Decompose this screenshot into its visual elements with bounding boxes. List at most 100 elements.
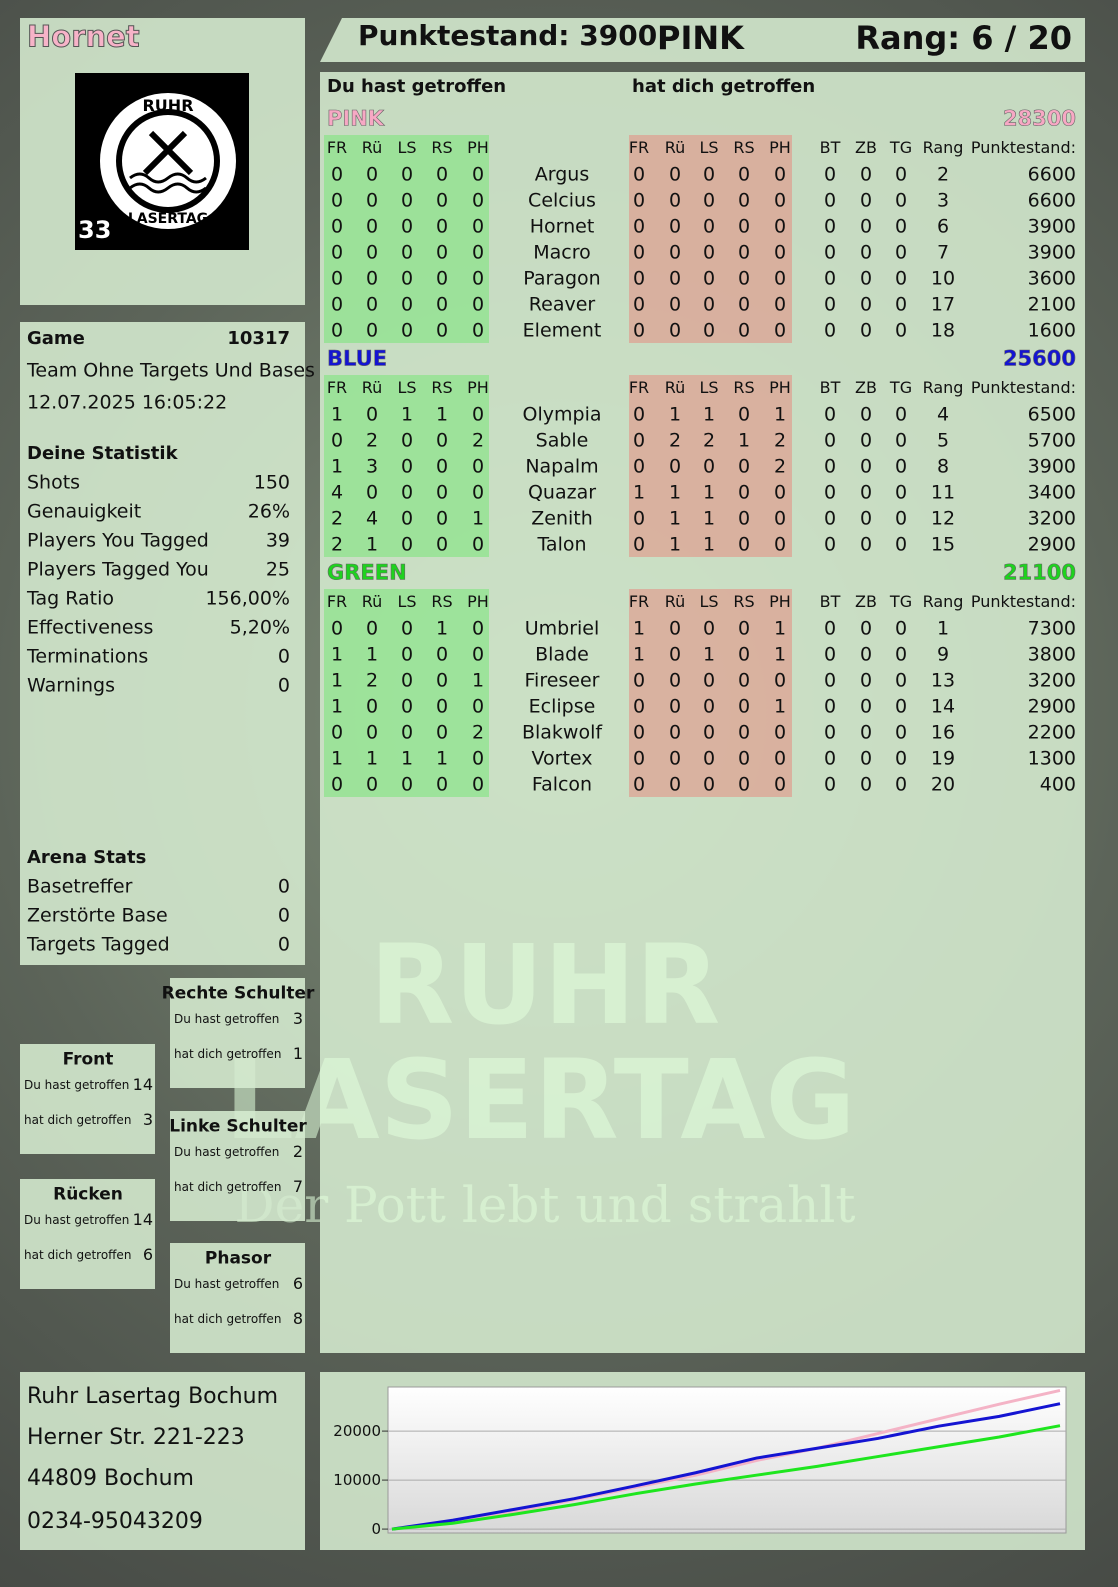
hit-cell: 0 [773,163,787,186]
player-cell: Falcon [531,773,593,796]
stat-cell: 20 [930,773,956,796]
stat-label: Zerstörte Base [27,904,168,927]
hit-cell: 0 [737,533,751,556]
stat-cell: 0 [859,533,873,556]
stat-cell: 0 [894,267,908,290]
hit-cell: 1 [365,533,379,556]
player-cell: Celcius [528,189,596,212]
taken-block [629,589,792,797]
hit-cell: 0 [400,481,414,504]
stat-cell: 19 [930,747,956,770]
stat-cell: 7 [936,241,950,264]
stat-value: 25 [265,558,290,581]
stat-cell: 0 [823,507,837,530]
hit-cell: 0 [365,319,379,342]
hit-cell: 0 [773,773,787,796]
hit-cell: 1 [737,429,751,452]
hit-cell: 0 [471,241,485,264]
hit-cell: 0 [632,721,646,744]
score-chart: 0 10000 20000 [333,1386,1067,1538]
zone-value: 6 [142,1245,153,1264]
stat-cell: 0 [894,747,908,770]
stat-cell: 0 [823,721,837,744]
hit-cell: 0 [668,163,682,186]
hit-cell: 0 [632,533,646,556]
hit-cell: 0 [702,215,716,238]
player-cell: Macro [533,241,591,264]
column-header: TG [889,378,913,397]
hit-cell: 0 [668,241,682,264]
stat-cell: 1 [936,617,950,640]
player-cell: Eclipse [528,695,596,718]
hit-cell: 1 [400,747,414,770]
stat-cell: 3900 [1027,241,1076,264]
zone-label: Du hast getroffen [174,1012,280,1026]
hit-cell: 0 [400,189,414,212]
hit-cell: 1 [471,669,485,692]
hit-cell: 0 [400,319,414,342]
stat-cell: 2 [936,163,950,186]
hit-cell: 4 [365,507,379,530]
stat-label: Effectiveness [27,616,154,639]
game-mode: Team Ohne Targets Und Bases [27,359,315,382]
stat-cell: 0 [823,319,837,342]
watermark-text: LASERTAG [224,1036,856,1164]
zone-panel [170,1111,305,1221]
hit-cell: 0 [471,163,485,186]
stat-cell: 0 [894,293,908,316]
hit-cell: 0 [400,643,414,666]
hit-cell: 0 [702,163,716,186]
stat-cell: 0 [859,747,873,770]
team-name: PINK [327,106,385,131]
stat-cell: 0 [859,215,873,238]
game-id: 10317 [227,328,290,349]
hit-cell: 0 [737,643,751,666]
column-header: LS [397,592,417,611]
stat-cell: 0 [859,403,873,426]
column-header: FR [326,378,348,397]
column-header: RS [733,378,755,397]
stat-cell: 400 [1039,773,1076,796]
taken-block [629,135,792,343]
hit-cell: 2 [365,429,379,452]
column-header: Rü [664,378,686,397]
hit-cell: 0 [471,293,485,316]
hit-cell: 0 [737,669,751,692]
stat-cell: 1300 [1027,747,1076,770]
hit-cell: 0 [632,429,646,452]
stat-cell: 6600 [1027,163,1076,186]
stat-cell: 0 [894,507,908,530]
hit-cell: 1 [702,533,716,556]
player-cell: Blakwolf [521,721,603,744]
hit-cell: 0 [435,773,449,796]
plot-area [387,1386,1067,1534]
hit-cell: 0 [365,215,379,238]
hit-cell: 0 [435,533,449,556]
hit-cell: 2 [668,429,682,452]
stat-label: Players Tagged You [27,558,209,581]
player-cell: Hornet [529,215,595,238]
stat-cell: 0 [859,721,873,744]
hit-cell: 0 [330,773,344,796]
stat-cell: 0 [894,189,908,212]
stat-cell: 0 [894,241,908,264]
hit-cell: 0 [632,507,646,530]
hit-cell: 0 [365,241,379,264]
column-header: Rü [361,592,383,611]
hit-cell: 0 [737,507,751,530]
hit-cell: 0 [471,267,485,290]
stat-cell: 3900 [1027,215,1076,238]
stat-cell: 4 [936,403,950,426]
hit-cell: 1 [365,643,379,666]
hit-cell: 0 [471,215,485,238]
stat-cell: 0 [859,429,873,452]
stat-cell: 0 [823,215,837,238]
hit-cell: 2 [471,429,485,452]
hit-cell: 0 [668,721,682,744]
stat-label: Basetreffer [27,875,133,898]
stat-cell: 0 [894,669,908,692]
player-cell: Olympia [522,403,602,426]
game-date: 12.07.2025 16:05:22 [27,391,228,414]
hit-cell: 0 [435,189,449,212]
zone-label: Du hast getroffen [24,1213,130,1227]
